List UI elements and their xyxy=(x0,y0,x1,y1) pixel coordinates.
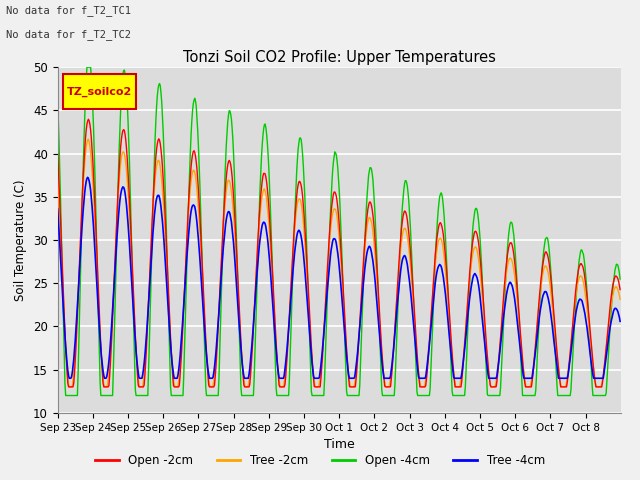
Text: No data for f_T2_TC1: No data for f_T2_TC1 xyxy=(6,5,131,16)
Legend: Open -2cm, Tree -2cm, Open -4cm, Tree -4cm: Open -2cm, Tree -2cm, Open -4cm, Tree -4… xyxy=(90,449,550,472)
Text: TZ_soilco2: TZ_soilco2 xyxy=(67,86,132,96)
X-axis label: Time: Time xyxy=(324,438,355,451)
Y-axis label: Soil Temperature (C): Soil Temperature (C) xyxy=(15,179,28,301)
Text: No data for f_T2_TC2: No data for f_T2_TC2 xyxy=(6,29,131,40)
FancyBboxPatch shape xyxy=(63,74,136,108)
Title: Tonzi Soil CO2 Profile: Upper Temperatures: Tonzi Soil CO2 Profile: Upper Temperatur… xyxy=(183,49,495,65)
